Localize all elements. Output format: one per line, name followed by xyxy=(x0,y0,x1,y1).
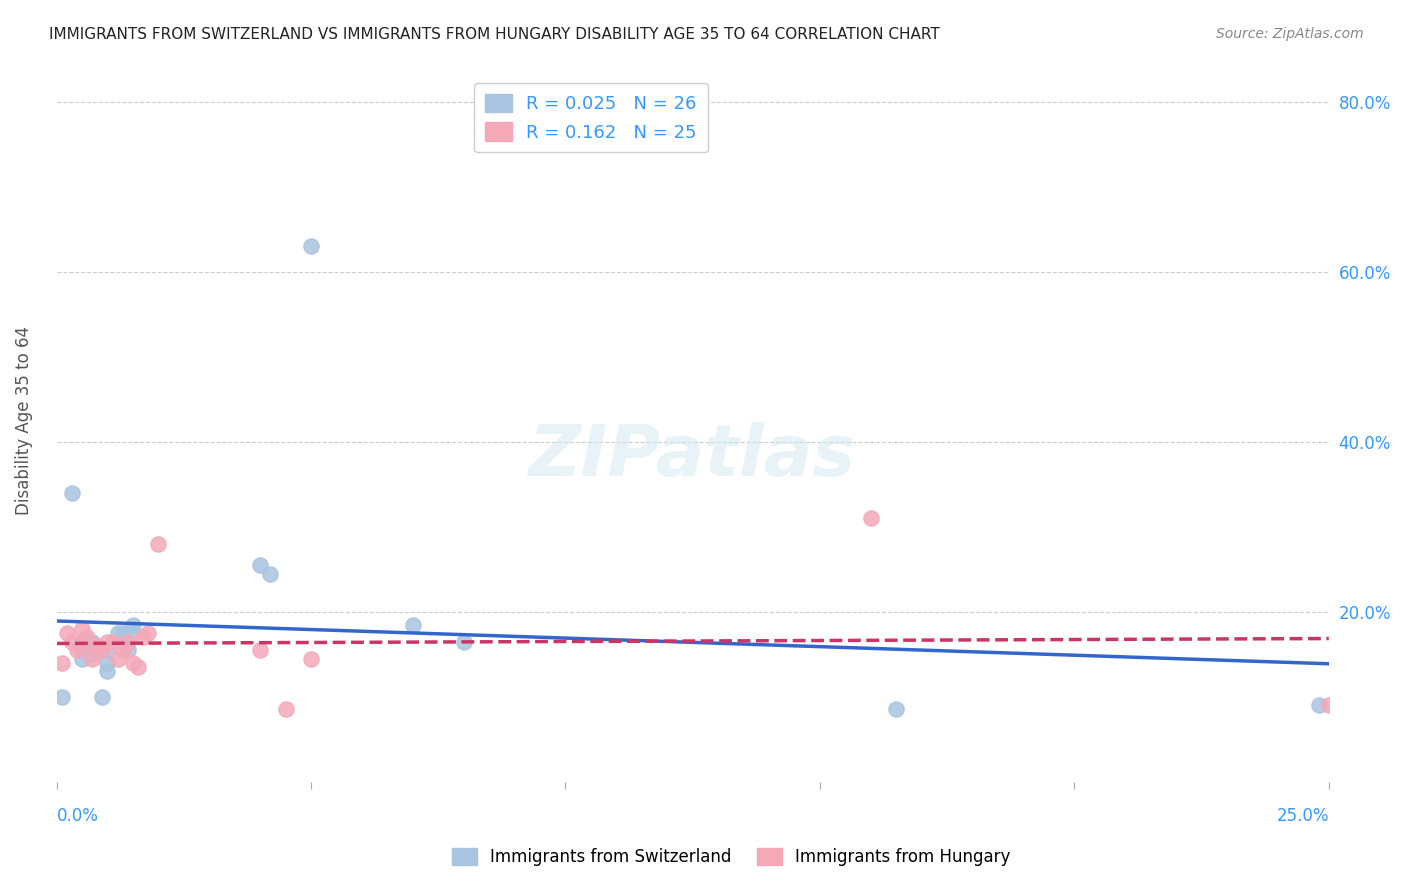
Point xyxy=(82,634,104,648)
Point xyxy=(1308,698,1330,713)
Legend: Immigrants from Switzerland, Immigrants from Hungary: Immigrants from Switzerland, Immigrants … xyxy=(443,840,1019,875)
Point xyxy=(86,639,108,653)
Text: 25.0%: 25.0% xyxy=(1277,807,1329,825)
Point xyxy=(76,630,98,644)
Point xyxy=(127,660,149,674)
Text: IMMIGRANTS FROM SWITZERLAND VS IMMIGRANTS FROM HUNGARY DISABILITY AGE 35 TO 64 C: IMMIGRANTS FROM SWITZERLAND VS IMMIGRANT… xyxy=(49,27,941,42)
Point xyxy=(107,626,129,640)
Legend: R = 0.025   N = 26, R = 0.162   N = 25: R = 0.025 N = 26, R = 0.162 N = 25 xyxy=(474,83,707,153)
Point xyxy=(299,651,322,665)
Point xyxy=(402,617,425,632)
Point xyxy=(249,558,271,572)
Point xyxy=(51,690,73,704)
Point xyxy=(274,702,297,716)
Point xyxy=(96,656,118,670)
Point xyxy=(117,643,139,657)
Point xyxy=(122,656,145,670)
Point xyxy=(96,665,118,679)
Point xyxy=(259,566,281,581)
Point xyxy=(132,630,155,644)
Point xyxy=(91,690,114,704)
Text: ZIPatlas: ZIPatlas xyxy=(529,422,856,491)
Point xyxy=(96,634,118,648)
Point xyxy=(96,643,118,657)
Point xyxy=(859,511,882,525)
Text: 0.0%: 0.0% xyxy=(56,807,98,825)
Point xyxy=(91,643,114,657)
Point xyxy=(107,651,129,665)
Point xyxy=(148,537,170,551)
Y-axis label: Disability Age 35 to 64: Disability Age 35 to 64 xyxy=(15,326,32,516)
Point xyxy=(101,634,124,648)
Point xyxy=(66,643,89,657)
Point xyxy=(60,486,83,500)
Point xyxy=(82,647,104,661)
Point xyxy=(136,626,159,640)
Point xyxy=(70,639,93,653)
Point xyxy=(453,634,475,648)
Point xyxy=(117,634,139,648)
Point xyxy=(299,239,322,253)
Point xyxy=(111,626,134,640)
Point xyxy=(111,634,134,648)
Point xyxy=(51,656,73,670)
Point xyxy=(249,643,271,657)
Text: Source: ZipAtlas.com: Source: ZipAtlas.com xyxy=(1216,27,1364,41)
Point xyxy=(56,626,79,640)
Point xyxy=(82,651,104,665)
Point xyxy=(122,626,145,640)
Point xyxy=(884,702,907,716)
Point xyxy=(70,634,93,648)
Point xyxy=(86,643,108,657)
Point xyxy=(76,639,98,653)
Point xyxy=(1317,698,1340,713)
Point xyxy=(70,622,93,636)
Point xyxy=(111,643,134,657)
Point xyxy=(60,634,83,648)
Point xyxy=(70,643,93,657)
Point xyxy=(70,651,93,665)
Point xyxy=(122,617,145,632)
